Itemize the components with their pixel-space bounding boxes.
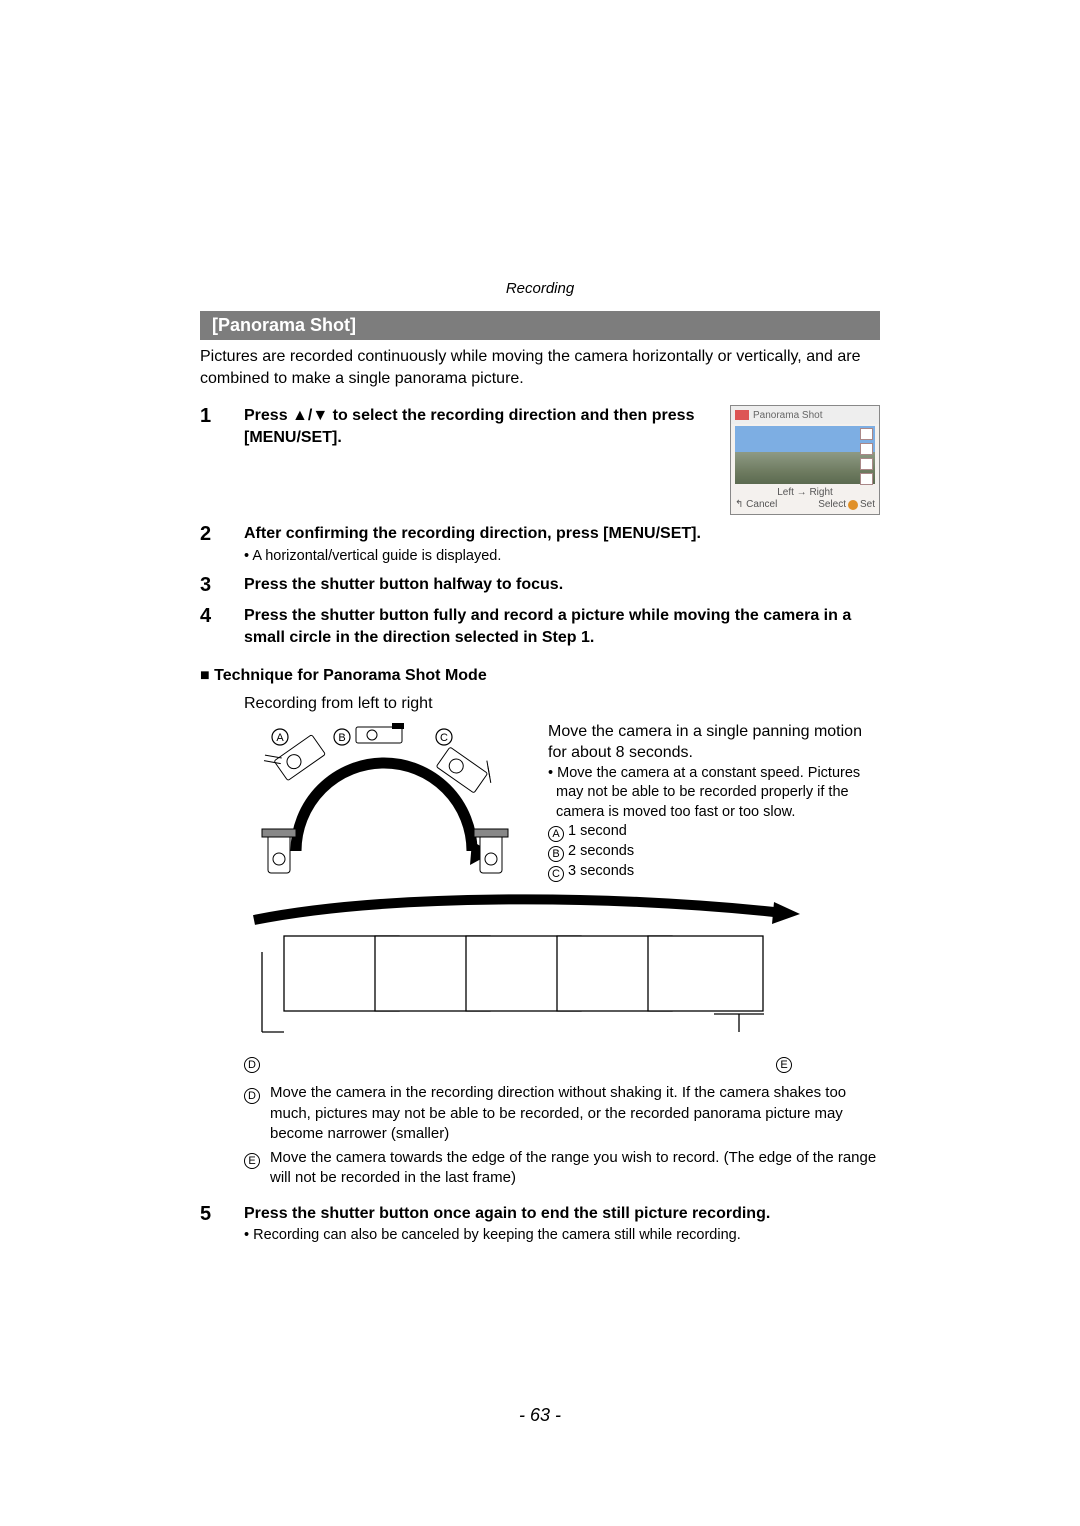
step-3-body: Press the shutter button halfway to focu… xyxy=(244,574,880,596)
timing-B: B2 seconds xyxy=(548,842,880,862)
preview-bottom: ↰ Cancel Select Set xyxy=(731,499,879,510)
step-4-text-a: Press the shutter button fully and recor… xyxy=(244,607,851,646)
callout-E-text: Move the camera towards the edge of the … xyxy=(270,1148,880,1189)
label-C: C xyxy=(440,732,448,744)
callout-E: E Move the camera towards the edge of th… xyxy=(244,1148,880,1189)
preview-select-set: Select Set xyxy=(818,499,875,510)
step-2-sub: A horizontal/vertical guide is displayed… xyxy=(244,547,880,567)
preview-top: Panorama Shot xyxy=(731,406,879,424)
callout-list: D Move the camera in the recording direc… xyxy=(244,1083,880,1188)
page: Recording [Panorama Shot] Pictures are r… xyxy=(0,0,1080,1526)
step-3: 3 Press the shutter button halfway to fo… xyxy=(200,574,880,597)
step-5: 5 Press the shutter button once again to… xyxy=(200,1203,880,1246)
step-4-ref-num: 1 xyxy=(581,629,590,646)
step-3-text: Press the shutter button halfway to focu… xyxy=(244,576,563,593)
step-3-number: 3 xyxy=(200,574,244,597)
page-number: - 63 - xyxy=(0,1405,1080,1426)
label-B: B xyxy=(338,732,345,744)
dir-icon-3 xyxy=(860,458,873,470)
step-5-body: Press the shutter button once again to e… xyxy=(244,1203,880,1246)
step-5-sub: Recording can also be canceled by keepin… xyxy=(244,1226,880,1246)
dir-icon-1 xyxy=(860,428,873,440)
step-4-text-c: . xyxy=(590,629,594,646)
label-D: D xyxy=(244,1053,264,1073)
arc-diagram-row: A B C xyxy=(244,721,880,883)
panorama-title-bar: [Panorama Shot] xyxy=(200,311,880,340)
panorama-preview: Panorama Shot Left → Right ↰ Cancel Sele… xyxy=(730,405,880,515)
arc-diagram: A B C xyxy=(244,721,524,881)
preview-direction-icons xyxy=(860,428,873,485)
arc-svg: A B C xyxy=(244,721,524,881)
section-header: Recording xyxy=(200,280,880,297)
step-1: 1 Press ▲/▼ to select the recording dire… xyxy=(200,405,880,515)
updown-icon: ▲/▼ xyxy=(292,407,328,424)
step-2: 2 After confirming the recording directi… xyxy=(200,523,880,566)
preview-image xyxy=(735,426,875,484)
timing-A: A1 second xyxy=(548,822,880,842)
dir-icon-4 xyxy=(860,473,873,485)
label-A: A xyxy=(276,732,284,744)
timing-C: C3 seconds xyxy=(548,862,880,882)
de-labels: D E xyxy=(244,1053,836,1073)
label-E: E xyxy=(776,1053,796,1073)
step-4: 4 Press the shutter button fully and rec… xyxy=(200,605,880,648)
callout-D: D Move the camera in the recording direc… xyxy=(244,1083,880,1144)
camera-top-icon xyxy=(356,723,404,743)
step-1-number: 1 xyxy=(200,405,244,428)
step-4-body: Press the shutter button fully and recor… xyxy=(244,605,880,648)
preview-mid: Left → Right xyxy=(731,486,879,499)
step-2-number: 2 xyxy=(200,523,244,546)
technique-notes: Move the camera in a single panning moti… xyxy=(548,721,880,883)
technique-heading: ■ Technique for Panorama Shot Mode xyxy=(200,667,880,685)
preview-title: Panorama Shot xyxy=(753,410,823,421)
pan-diagram xyxy=(244,892,804,1047)
technique-subheading: Recording from left to right xyxy=(244,695,880,713)
intro-text: Pictures are recorded continuously while… xyxy=(200,346,880,389)
step-5-text: Press the shutter button once again to e… xyxy=(244,1205,770,1222)
move-line: Move the camera in a single panning moti… xyxy=(548,721,880,764)
pan-svg xyxy=(244,892,804,1042)
preview-cancel: ↰ Cancel xyxy=(735,499,777,510)
preview-mode-icon xyxy=(735,410,749,420)
step-1-text-a: Press xyxy=(244,407,292,424)
step-2-text: After confirming the recording direction… xyxy=(244,525,701,542)
step-2-body: After confirming the recording direction… xyxy=(244,523,880,566)
select-dot-icon xyxy=(848,500,858,510)
step-4-number: 4 xyxy=(200,605,244,628)
step-5-number: 5 xyxy=(200,1203,244,1226)
dir-icon-2 xyxy=(860,443,873,455)
callout-D-text: Move the camera in the recording directi… xyxy=(270,1083,880,1144)
speed-note: • Move the camera at a constant speed. P… xyxy=(548,764,880,823)
